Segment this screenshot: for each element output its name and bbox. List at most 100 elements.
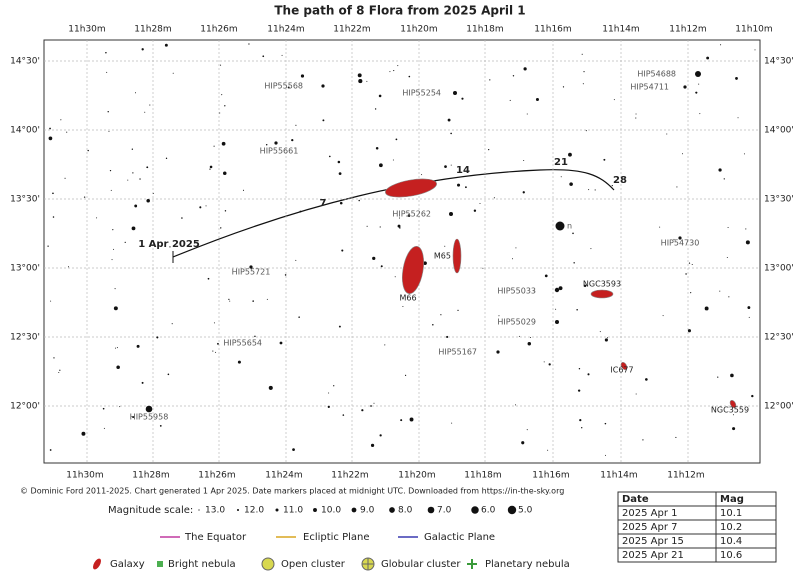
magnitude-value: 13.0 [205, 506, 225, 516]
star [298, 316, 300, 318]
star [543, 361, 545, 363]
star-label: HIP55958 [130, 413, 169, 422]
star [48, 136, 53, 141]
star [266, 298, 268, 300]
star [374, 108, 377, 110]
star [52, 216, 55, 218]
star-label: HIP55568 [264, 82, 303, 91]
star [358, 199, 360, 202]
star [378, 94, 382, 98]
star [523, 160, 525, 162]
star [291, 139, 294, 142]
star [728, 296, 730, 298]
star [568, 152, 572, 157]
star [205, 205, 207, 207]
star [723, 178, 725, 180]
ra-label: 11h30m [68, 25, 105, 35]
star [687, 329, 691, 333]
date-marker: 21 [554, 157, 568, 168]
star [281, 54, 283, 56]
star [695, 71, 701, 77]
star [379, 163, 383, 168]
star [588, 189, 590, 191]
star [635, 393, 637, 395]
star [116, 365, 120, 370]
star [635, 113, 637, 115]
star [393, 70, 395, 72]
ra-label: 11h16m [534, 25, 571, 35]
star [67, 266, 70, 268]
star [522, 191, 525, 194]
dec-label: 12°30' [764, 333, 794, 343]
legend-label: Ecliptic Plane [303, 532, 370, 543]
star-label: HIP54730 [661, 239, 700, 248]
star [635, 117, 637, 119]
star [678, 236, 682, 240]
ra-label: 11h20m [400, 25, 437, 35]
star [397, 224, 401, 228]
star [421, 174, 423, 176]
star [127, 179, 129, 181]
star [498, 315, 500, 317]
legend-label: Planetary nebula [485, 559, 570, 570]
star [60, 119, 62, 121]
star [370, 443, 375, 447]
star [113, 248, 115, 250]
ra-label: 11h30m [66, 471, 103, 481]
star [732, 427, 736, 431]
star [149, 104, 151, 106]
magnitude-value: 9.0 [360, 506, 375, 516]
star [404, 374, 407, 376]
star [328, 155, 331, 158]
dec-label: 14°30' [764, 57, 794, 67]
galaxy-key [93, 558, 101, 570]
star [342, 414, 345, 416]
star [379, 434, 382, 437]
star [299, 210, 302, 213]
star [444, 165, 447, 168]
star [518, 335, 520, 337]
star [212, 350, 214, 352]
star [96, 217, 98, 219]
star [215, 351, 217, 353]
table-frame [617, 491, 777, 563]
dec-label: 13°30' [10, 195, 40, 205]
date-marker: 14 [456, 165, 470, 176]
star [146, 199, 150, 203]
star [167, 373, 170, 376]
star [690, 292, 692, 294]
table-cell: 10.6 [720, 550, 742, 561]
star [737, 117, 739, 119]
open-cluster-key [261, 557, 275, 571]
star [676, 186, 678, 188]
table-header: Date [622, 494, 649, 505]
credit: © Dominic Ford 2011-2025. Chart generate… [20, 487, 564, 496]
star [224, 210, 227, 212]
star [682, 153, 684, 155]
star [555, 308, 557, 310]
magnitude-label: Magnitude scale: [108, 505, 193, 516]
star [698, 83, 700, 85]
star [252, 300, 254, 302]
star [642, 439, 644, 441]
star [578, 368, 581, 370]
star [58, 372, 60, 374]
star [111, 259, 113, 261]
star [165, 157, 168, 160]
star [333, 385, 335, 387]
date-marker: 28 [613, 175, 627, 186]
ra-label: 11h24m [265, 471, 302, 481]
star [718, 168, 722, 172]
star [754, 49, 756, 51]
star [675, 436, 677, 439]
star [107, 111, 109, 113]
star [389, 71, 391, 73]
star [533, 290, 535, 292]
star [338, 325, 341, 328]
star [50, 300, 52, 302]
star [512, 75, 515, 77]
star [49, 449, 52, 451]
star [509, 99, 511, 101]
ra-label: 11h28m [132, 471, 169, 481]
legend-label: Galactic Plane [424, 532, 495, 543]
